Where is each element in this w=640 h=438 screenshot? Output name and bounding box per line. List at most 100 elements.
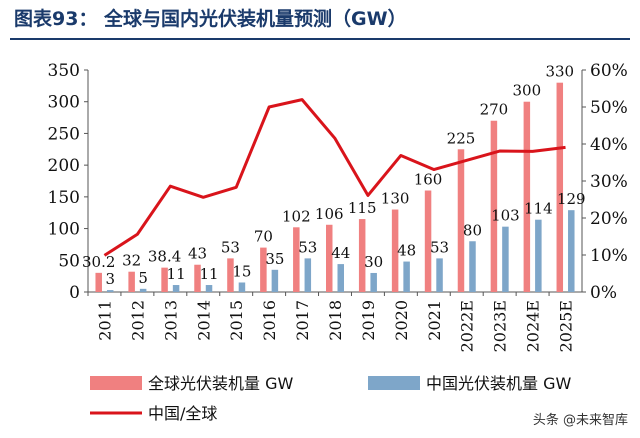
china-data-label: 48 [397,242,416,260]
ratio-line-group [103,98,566,257]
y-left-tick-label: 150 [48,188,80,208]
global-bar [128,271,135,292]
x-tick-label: 2020 [392,300,411,341]
x-tick-label: 2021 [425,300,444,341]
china-bar [337,264,344,292]
y-left-tick-label: 200 [48,156,80,176]
bars [95,82,575,292]
y-left-tick-label: 0 [69,283,80,303]
y-left-tick-label: 300 [48,93,80,113]
global-data-label: 270 [480,101,509,119]
legend-china-label: 中国光伏装机量 GW [426,374,571,393]
x-tick-label: 2011 [95,300,114,341]
x-tick-label: 2016 [260,300,279,341]
china-data-label: 11 [167,265,186,283]
legend-global-swatch [90,376,142,390]
china-bar [304,258,312,292]
global-data-label: 225 [447,129,476,147]
x-tick-label: 2024E [524,300,543,352]
global-bar [358,219,366,292]
legend-global-label: 全球光伏装机量 GW [148,374,293,393]
china-data-label: 5 [138,269,148,287]
global-data-label: 160 [414,171,443,189]
x-tick-label: 2015 [227,300,246,341]
china-bar [502,226,509,292]
china-data-label: 53 [430,238,449,256]
china-bar [238,282,246,292]
legend-ratio-label: 中国/全球 [148,404,217,423]
x-tick-label: 2022E [458,300,477,352]
global-data-label: 106 [315,205,344,223]
legend-china-swatch [368,376,420,390]
y-right-tick-label: 0% [590,283,617,303]
y-right-tick-label: 20% [590,209,628,229]
global-bar [227,258,234,292]
global-bar [391,209,399,292]
x-tick-label: 2013 [161,300,180,341]
china-data-label: 129 [557,190,586,208]
figure-title: 图表93： 全球与国内光伏装机量预测（GW） [14,8,407,30]
global-data-label: 130 [381,190,410,208]
global-data-label: 70 [254,228,273,246]
global-bar [260,247,267,292]
china-bar [139,288,147,292]
y-right-tick-label: 40% [590,135,628,155]
global-data-label: 30.2 [82,253,115,271]
global-data-label: 32 [122,252,141,270]
global-bar [424,190,432,292]
global-data-label: 102 [282,207,311,225]
global-bar [556,82,564,292]
china-data-label: 44 [331,244,350,262]
y-left-tick-label: 100 [48,220,80,240]
global-bar [95,272,102,292]
china-bar [205,285,213,292]
ratio-line [103,98,566,257]
x-tick-label: 2017 [293,300,312,341]
china-bar [172,285,180,292]
china-data-label: 35 [265,250,284,268]
global-data-label: 330 [545,63,574,81]
global-bar [523,101,531,292]
x-tick-label: 2012 [128,300,147,341]
global-data-label: 38.4 [148,248,181,266]
y-right-tick-label: 10% [590,246,628,266]
china-bar [370,272,377,292]
x-tick-label: 2018 [326,300,345,341]
global-data-label: 53 [221,238,240,256]
global-bar [293,227,300,292]
china-data-label: 3 [105,270,115,288]
global-bar [161,267,168,292]
global-data-label: 115 [348,199,377,217]
global-bar [457,149,465,292]
china-bar [568,210,575,292]
china-data-label: 11 [199,265,218,283]
china-bar [469,241,476,292]
watermark: 头条 @未来智库 [532,413,628,428]
china-bar [271,269,279,292]
x-tick-label: 2014 [194,300,213,341]
y-right-tick-label: 30% [590,172,628,192]
global-bar [194,264,201,292]
china-data-label: 30 [364,253,383,271]
axes: 0 50 100 150 200 250 300 350 0% 10% 20% 30% 40% 50% 60… [48,61,628,352]
china-data-label: 80 [463,221,482,239]
global-data-label: 300 [513,82,542,100]
global-data-label: 43 [188,245,207,263]
china-data-label: 15 [232,262,251,280]
china-data-label: 114 [524,200,553,218]
x-tick-label: 2025E [557,300,576,352]
china-bar [535,219,542,292]
title-rule [10,38,630,40]
china-data-label: 103 [491,207,520,225]
y-left-tick-label: 350 [48,61,80,81]
x-tick-label: 2023E [491,300,510,352]
y-right-tick-label: 50% [590,98,628,118]
china-data-label: 53 [298,238,317,256]
x-tick-label: 2019 [359,300,378,341]
y-right-tick-label: 60% [590,61,628,81]
y-left-tick-label: 250 [48,124,80,144]
china-bar [436,258,443,292]
y-left-tick-label: 50 [58,251,80,271]
